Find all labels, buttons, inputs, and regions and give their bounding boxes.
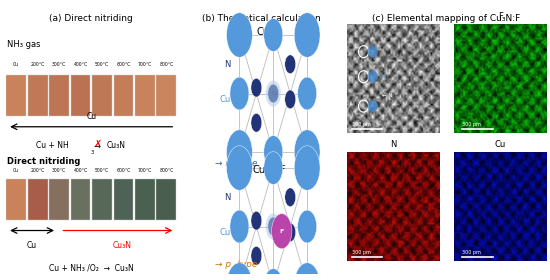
Circle shape: [266, 214, 280, 239]
Text: Cu + NH: Cu + NH: [36, 141, 69, 150]
Text: Cu: Cu: [219, 228, 231, 237]
Bar: [70, 75, 90, 116]
Bar: [7, 179, 26, 220]
Text: F: F: [279, 229, 284, 234]
Circle shape: [227, 146, 252, 190]
Text: 3: 3: [90, 150, 94, 155]
Bar: [92, 75, 112, 116]
Bar: [70, 179, 90, 220]
Circle shape: [251, 246, 262, 265]
Circle shape: [251, 78, 262, 97]
Bar: [135, 75, 155, 116]
Bar: [156, 75, 176, 116]
Text: Cu₃N: Cu₃N: [113, 241, 131, 250]
Circle shape: [230, 210, 249, 243]
Text: 300°C: 300°C: [52, 168, 66, 173]
Circle shape: [264, 269, 283, 280]
Text: Direct nitriding: Direct nitriding: [7, 157, 81, 166]
Circle shape: [294, 130, 320, 174]
Bar: [156, 179, 176, 220]
Text: 700°C: 700°C: [138, 168, 152, 173]
Text: Cu: Cu: [27, 241, 37, 250]
Circle shape: [298, 77, 317, 110]
Circle shape: [266, 81, 280, 106]
Text: (c) Elemental mapping of Cu₃N:F: (c) Elemental mapping of Cu₃N:F: [372, 14, 520, 23]
Circle shape: [268, 84, 279, 103]
Circle shape: [294, 146, 320, 190]
Circle shape: [285, 55, 296, 74]
Text: Cu: Cu: [13, 168, 19, 173]
Bar: [7, 75, 26, 116]
Text: (b) Theoretical calculation: (b) Theoretical calculation: [202, 14, 320, 23]
Text: N: N: [224, 193, 231, 202]
Circle shape: [272, 214, 292, 249]
Text: 200°C: 200°C: [31, 62, 45, 67]
Bar: [28, 179, 47, 220]
Text: 800°C: 800°C: [159, 62, 173, 67]
Circle shape: [251, 211, 262, 230]
Circle shape: [264, 18, 283, 52]
Circle shape: [227, 263, 252, 280]
Text: Cu: Cu: [219, 95, 231, 104]
Bar: [28, 75, 47, 116]
Circle shape: [294, 13, 320, 57]
Circle shape: [285, 90, 296, 109]
Bar: [92, 179, 112, 220]
Text: Cu: Cu: [13, 62, 19, 67]
Text: Cu: Cu: [86, 113, 96, 122]
Bar: [135, 179, 155, 220]
Bar: [50, 75, 69, 116]
Text: 800°C: 800°C: [159, 168, 173, 173]
Text: Cu₃N: Cu₃N: [256, 27, 281, 37]
Text: → p -type: → p -type: [215, 260, 257, 269]
Text: →: →: [94, 142, 101, 151]
Bar: [113, 75, 133, 116]
Circle shape: [268, 217, 279, 236]
Bar: [113, 179, 133, 220]
Circle shape: [251, 113, 262, 132]
Text: 400°C: 400°C: [74, 168, 87, 173]
Text: N: N: [224, 60, 231, 69]
Circle shape: [227, 13, 252, 57]
Circle shape: [230, 77, 249, 110]
Circle shape: [298, 210, 317, 243]
Text: 500°C: 500°C: [95, 168, 109, 173]
Text: Cu: Cu: [272, 224, 278, 229]
Text: NH₃ gas: NH₃ gas: [7, 40, 41, 49]
Text: Cu + NH₃ /O₂  →  Cu₃N: Cu + NH₃ /O₂ → Cu₃N: [49, 263, 134, 272]
Text: Cu: Cu: [272, 91, 278, 96]
Bar: [50, 179, 69, 220]
Text: 600°C: 600°C: [116, 62, 130, 67]
Circle shape: [264, 136, 283, 169]
Text: → n -type: → n -type: [215, 159, 257, 168]
Text: 600°C: 600°C: [116, 168, 130, 173]
Circle shape: [285, 188, 296, 207]
Text: (a) Direct nitriding: (a) Direct nitriding: [50, 14, 133, 23]
Text: 300°C: 300°C: [52, 62, 66, 67]
Circle shape: [285, 223, 296, 242]
Text: 200°C: 200°C: [31, 168, 45, 173]
Text: ✗: ✗: [94, 139, 102, 149]
Circle shape: [294, 263, 320, 280]
Circle shape: [227, 130, 252, 174]
Text: 500°C: 500°C: [95, 62, 109, 67]
Text: Cu₃N:F: Cu₃N:F: [252, 165, 285, 175]
Text: 400°C: 400°C: [74, 62, 87, 67]
Text: Cu₃N: Cu₃N: [107, 141, 126, 150]
Text: 700°C: 700°C: [138, 62, 152, 67]
Circle shape: [264, 151, 283, 185]
